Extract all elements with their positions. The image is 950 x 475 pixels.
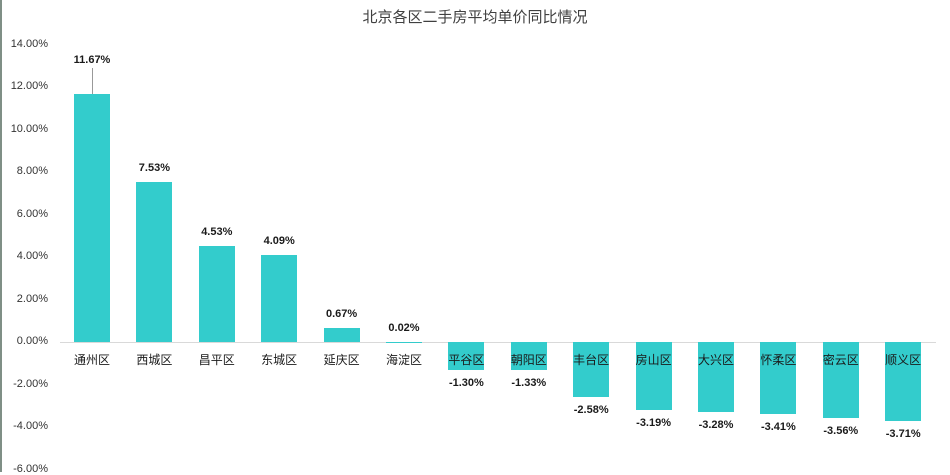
data-label: -3.19% <box>636 416 672 429</box>
data-label: -1.30% <box>448 376 484 389</box>
category-label: 丰台区 <box>573 353 610 367</box>
y-tick-label: -4.00% <box>13 420 48 432</box>
category-label: 东城区 <box>261 353 298 367</box>
category-label: 大兴区 <box>697 353 734 367</box>
bar[interactable] <box>323 327 360 342</box>
y-tick-label: -6.00% <box>13 462 48 475</box>
bar[interactable] <box>386 341 422 343</box>
category-label: 怀柔区 <box>760 353 797 367</box>
data-label: -3.28% <box>698 418 734 431</box>
data-label: 7.53% <box>138 161 170 174</box>
category-label: 西城区 <box>136 353 173 367</box>
data-label: 4.53% <box>201 225 233 238</box>
chart-title: 北京各区二手房平均单价同比情况 <box>362 8 588 26</box>
category-label: 房山区 <box>635 353 672 367</box>
category-label: 通州区 <box>73 353 110 367</box>
category-label: 延庆区 <box>323 353 360 367</box>
bar[interactable] <box>573 342 610 397</box>
y-tick-label: 8.00% <box>16 165 48 177</box>
data-label: -3.56% <box>823 424 859 437</box>
category-label: 密云区 <box>822 353 859 367</box>
bar[interactable] <box>822 342 859 418</box>
bar[interactable] <box>136 181 173 342</box>
y-tick-label: 12.00% <box>10 80 48 92</box>
data-label: -3.71% <box>885 427 921 440</box>
zero-axis-line <box>60 342 936 343</box>
data-label: -1.33% <box>511 377 547 390</box>
y-tick-label: 6.00% <box>16 207 48 220</box>
data-label: 0.02% <box>388 321 420 334</box>
data-label: -2.58% <box>573 403 609 416</box>
data-label: -3.41% <box>760 421 796 434</box>
bar[interactable] <box>760 342 797 415</box>
category-label: 平谷区 <box>448 353 485 367</box>
left-border <box>0 0 2 472</box>
bar[interactable] <box>448 342 485 370</box>
y-tick-label: 10.00% <box>10 122 48 135</box>
bar[interactable] <box>198 245 235 342</box>
y-tick-label: 2.00% <box>16 292 48 305</box>
y-tick-label: -2.00% <box>13 377 48 390</box>
data-label: 11.67% <box>73 54 111 66</box>
label-leader-line <box>92 68 93 94</box>
bar[interactable] <box>510 342 547 371</box>
category-label: 朝阳区 <box>510 353 547 367</box>
bar[interactable] <box>74 94 110 342</box>
category-label: 顺义区 <box>885 353 922 367</box>
y-tick-label: 4.00% <box>16 250 48 262</box>
data-label: 0.67% <box>325 307 358 320</box>
category-label: 昌平区 <box>198 353 235 367</box>
y-tick-label: 0.00% <box>16 335 48 347</box>
bar[interactable] <box>635 342 672 410</box>
data-label: 4.09% <box>263 235 295 248</box>
y-tick-label: 14.00% <box>10 37 48 50</box>
bar[interactable] <box>698 342 734 412</box>
bar[interactable] <box>261 255 298 342</box>
bar[interactable] <box>885 342 922 421</box>
category-label: 海淀区 <box>385 353 422 367</box>
